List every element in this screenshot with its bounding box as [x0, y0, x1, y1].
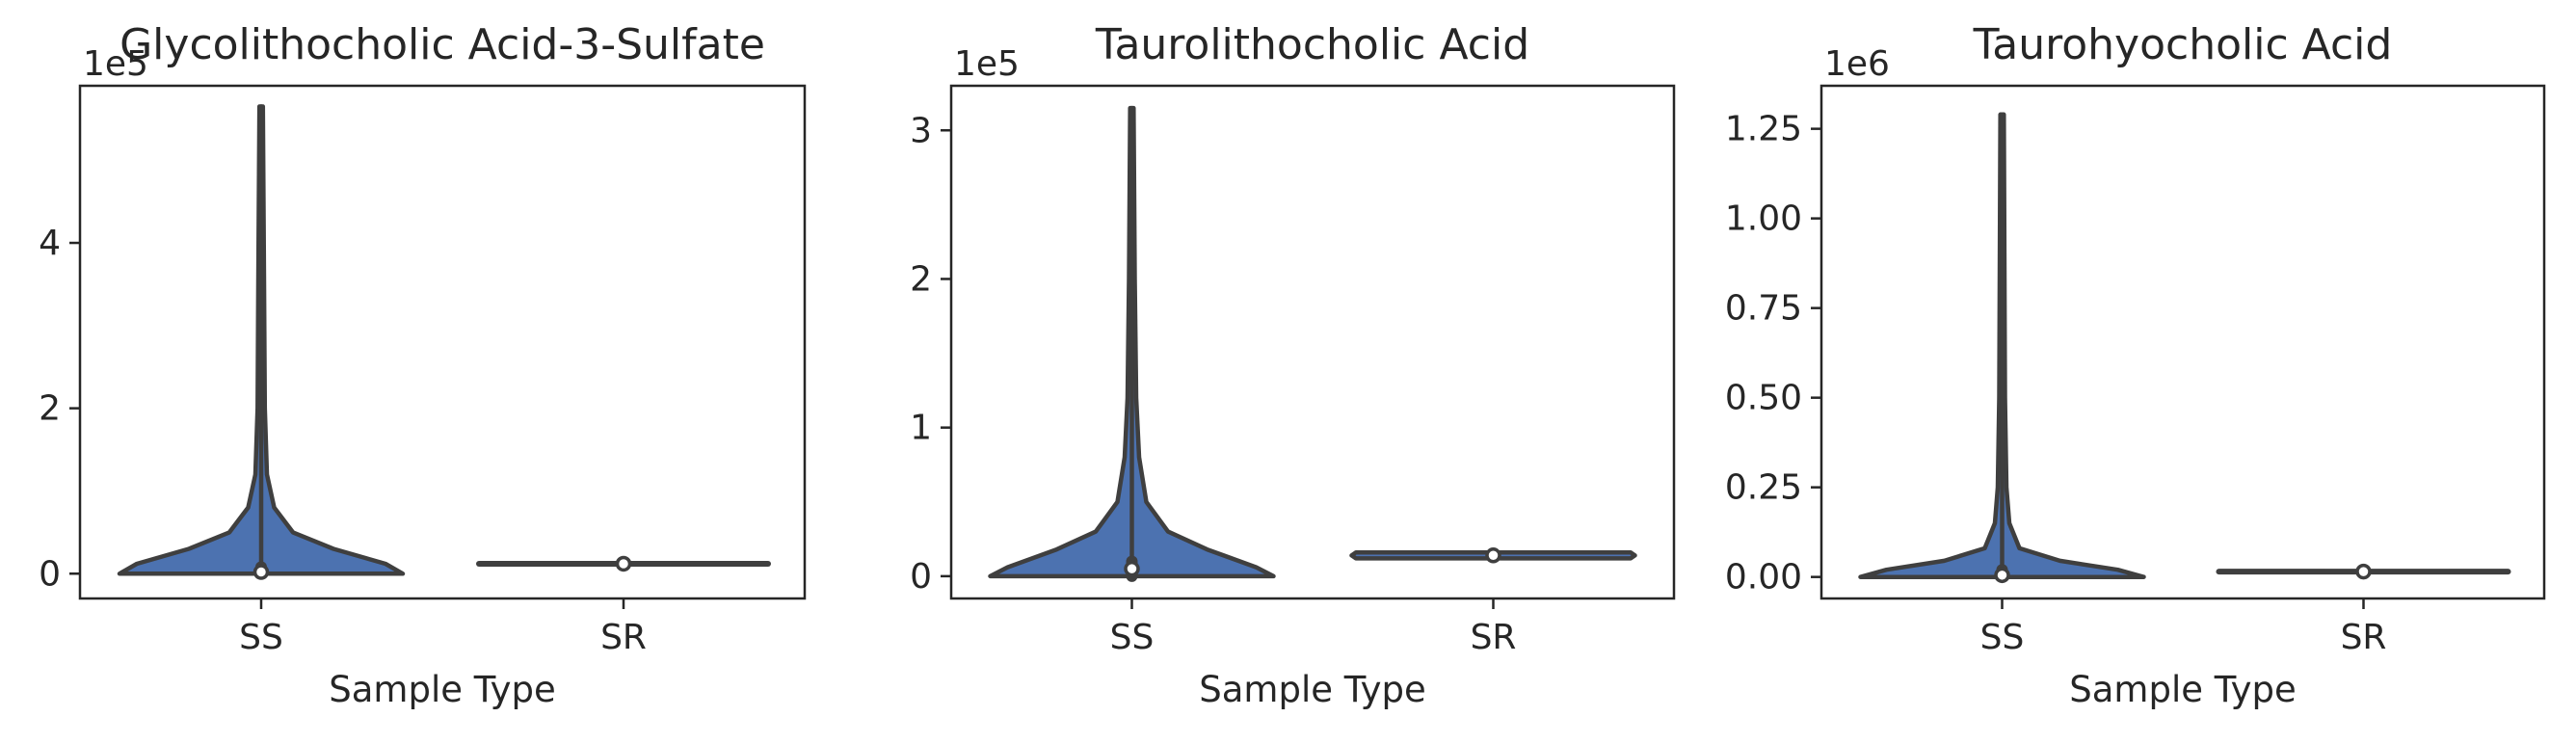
x-axis-label: Sample Type — [329, 669, 555, 710]
violin-ss — [988, 105, 1276, 582]
plot-frame — [949, 84, 1676, 600]
y-offset-label: 1e6 — [1824, 44, 1890, 84]
chart-title: Taurolithocholic Acid — [1095, 20, 1529, 69]
y-tick-label: 0.75 — [1725, 289, 1802, 329]
plot-frame — [78, 84, 807, 600]
y-offset-label: 1e5 — [83, 44, 148, 84]
x-tick-label: SS — [239, 618, 283, 657]
y-tick-label: 1.00 — [1725, 199, 1802, 239]
x-tick-label: SR — [1471, 618, 1517, 657]
y-tick-label: 0 — [39, 554, 61, 594]
violin-sr — [1349, 547, 1637, 564]
chart-panel-2: 0 1 2 3 SS SR Sample Type 1e5 Taurolithocholic A… — [910, 20, 1676, 710]
plot-frame — [1819, 84, 2546, 600]
y-tick-label: 2 — [910, 259, 932, 299]
y-tick-label: 0.00 — [1725, 558, 1802, 598]
y-tick-label: 2 — [39, 389, 61, 429]
violin-ss — [117, 104, 406, 580]
x-tick-label: SS — [1980, 618, 2025, 657]
x-tick-label: SR — [600, 618, 647, 657]
violin-ss — [1858, 112, 2146, 584]
chart-panel-3: 0.00 0.25 0.50 0.75 1.00 1.25 SS SR Sample Type 1… — [1725, 20, 2546, 710]
x-tick-label: SS — [1110, 618, 1155, 657]
violin-sr — [2216, 563, 2511, 580]
median-point — [1124, 560, 1140, 577]
median-point — [615, 555, 632, 572]
chart-title: Glycolithocholic Acid-3-Sulfate — [120, 20, 765, 69]
y-tick-label: 1.25 — [1725, 110, 1802, 149]
x-tick-label: SR — [2341, 618, 2387, 657]
y-tick-label: 1 — [910, 409, 932, 448]
x-axis-label: Sample Type — [2069, 669, 2296, 710]
median-point — [1485, 547, 1501, 564]
median-point — [1994, 567, 2010, 584]
y-tick-label: 0.25 — [1725, 468, 1802, 508]
y-offset-label: 1e5 — [954, 44, 1020, 84]
median-point — [2355, 563, 2372, 580]
chart-title: Taurohyocholic Acid — [1973, 20, 2393, 69]
y-tick-label: 0.50 — [1725, 379, 1802, 418]
y-tick-label: 4 — [39, 224, 61, 263]
x-axis-label: Sample Type — [1199, 669, 1425, 710]
y-tick-label: 3 — [910, 111, 932, 150]
violin-sr — [476, 555, 771, 572]
median-point — [252, 564, 270, 580]
y-tick-label: 0 — [910, 557, 932, 597]
